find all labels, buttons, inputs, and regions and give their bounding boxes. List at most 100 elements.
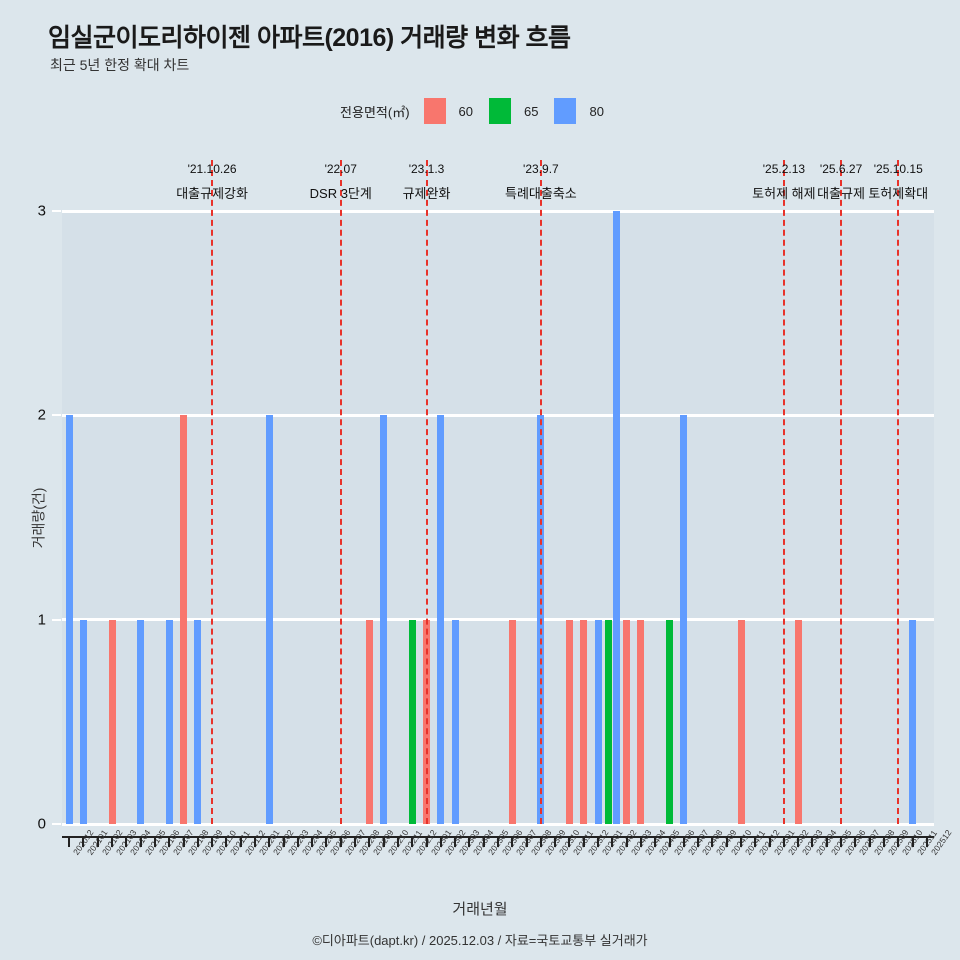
event-name-label: 대출규제 [817,186,865,201]
bar[interactable] [380,415,388,824]
event-date-label: '25.6.27 [819,162,863,176]
y-tick-mark [52,414,61,417]
x-tick-mark [468,838,471,847]
bar[interactable] [612,211,620,824]
x-tick-mark [811,838,814,847]
x-tick-mark [497,838,499,847]
event-name-label: 규제완화 [402,186,451,201]
bar[interactable] [594,619,602,824]
bar[interactable] [666,619,674,824]
x-tick-mark [740,838,743,847]
legend-swatch-icon [489,98,512,124]
x-tick-mark [925,838,928,847]
bar[interactable] [79,619,87,824]
bar[interactable] [637,619,645,824]
legend: 전용면적(㎡) 60 65 80 [0,98,960,124]
event-line [339,160,342,824]
plot-area [62,209,934,826]
y-tick-label: 1 [37,611,46,629]
event-name-label: 토허제확대 [868,186,929,201]
x-tick-mark [525,838,528,847]
event-line [539,160,542,824]
x-tick-mark [111,838,114,847]
legend-swatch-icon [423,98,446,124]
x-tick-mark [854,838,857,847]
x-tick-mark [411,838,414,847]
x-axis-title: 거래년월 [452,901,508,918]
legend-swatch-icon [554,98,577,124]
legend-item-60[interactable]: 60 [423,98,473,124]
x-tick-mark [911,838,914,847]
y-tick-label: 0 [37,815,46,833]
bar[interactable] [137,619,145,824]
event-line [840,160,843,824]
bar[interactable] [680,415,688,824]
y-tick-mark [52,823,61,825]
x-axis-line [62,836,934,838]
bar[interactable] [565,619,573,824]
event-date-label: '22.07 [324,162,357,176]
event-name-label: 특례대출축소 [504,186,577,201]
bar[interactable] [580,619,588,824]
x-tick-mark [396,838,399,847]
x-tick-mark [625,838,628,847]
legend-item-label: 80 [589,103,604,119]
bar[interactable] [365,619,373,824]
bar[interactable] [194,619,202,824]
bar[interactable] [451,619,459,824]
bar[interactable] [508,619,516,824]
bar[interactable] [65,415,73,824]
bar[interactable] [909,619,917,824]
x-tick-mark [153,838,156,847]
x-tick-mark [82,838,85,847]
event-line [897,160,900,824]
event-date-label: '21.10.26 [187,162,237,176]
event-date-label: '25.2.13 [762,162,806,176]
event-line [211,160,214,824]
y-tick-mark [52,210,61,212]
x-tick-mark [568,838,571,847]
x-tick-mark [482,838,485,847]
x-tick-mark [354,838,357,847]
x-tick-mark [439,838,442,847]
x-tick-mark [196,838,199,847]
x-tick-mark [253,838,256,847]
x-tick-mark [725,838,728,847]
event-name-label: 토허제 해제 [752,186,816,201]
bar[interactable] [737,619,745,824]
x-tick-mark [296,838,299,847]
event-line [425,160,428,824]
x-tick-mark [639,838,642,847]
bar[interactable] [180,415,187,824]
x-tick-mark [139,838,142,847]
x-tick-mark [768,838,771,847]
x-tick-mark [239,838,242,847]
x-tick-mark [711,838,714,847]
bar[interactable] [437,415,445,824]
x-tick-mark [182,838,185,847]
x-tick-mark [211,838,214,847]
x-tick-mark [882,838,885,847]
gridline [62,413,934,417]
x-tick-mark [325,838,328,847]
bar[interactable] [408,619,416,824]
x-tick-mark [225,838,228,847]
bar[interactable] [165,619,173,824]
x-tick-mark [282,838,285,847]
bar[interactable] [623,619,631,824]
bar[interactable] [604,619,612,824]
gridline [62,822,934,826]
x-tick-mark [668,838,671,847]
x-tick-mark [339,838,342,847]
legend-item-80[interactable]: 80 [554,98,604,124]
bar[interactable] [794,619,802,824]
event-name-label: 대출규제강화 [176,186,248,201]
legend-item-65[interactable]: 65 [489,98,538,124]
x-tick-mark [554,838,557,847]
bar[interactable] [108,619,116,824]
bar[interactable] [265,415,273,824]
x-tick-mark [425,838,428,847]
y-tick-label: 3 [37,202,46,220]
event-name-label: DSR 3단계 [309,186,372,201]
x-tick-mark [582,838,585,847]
